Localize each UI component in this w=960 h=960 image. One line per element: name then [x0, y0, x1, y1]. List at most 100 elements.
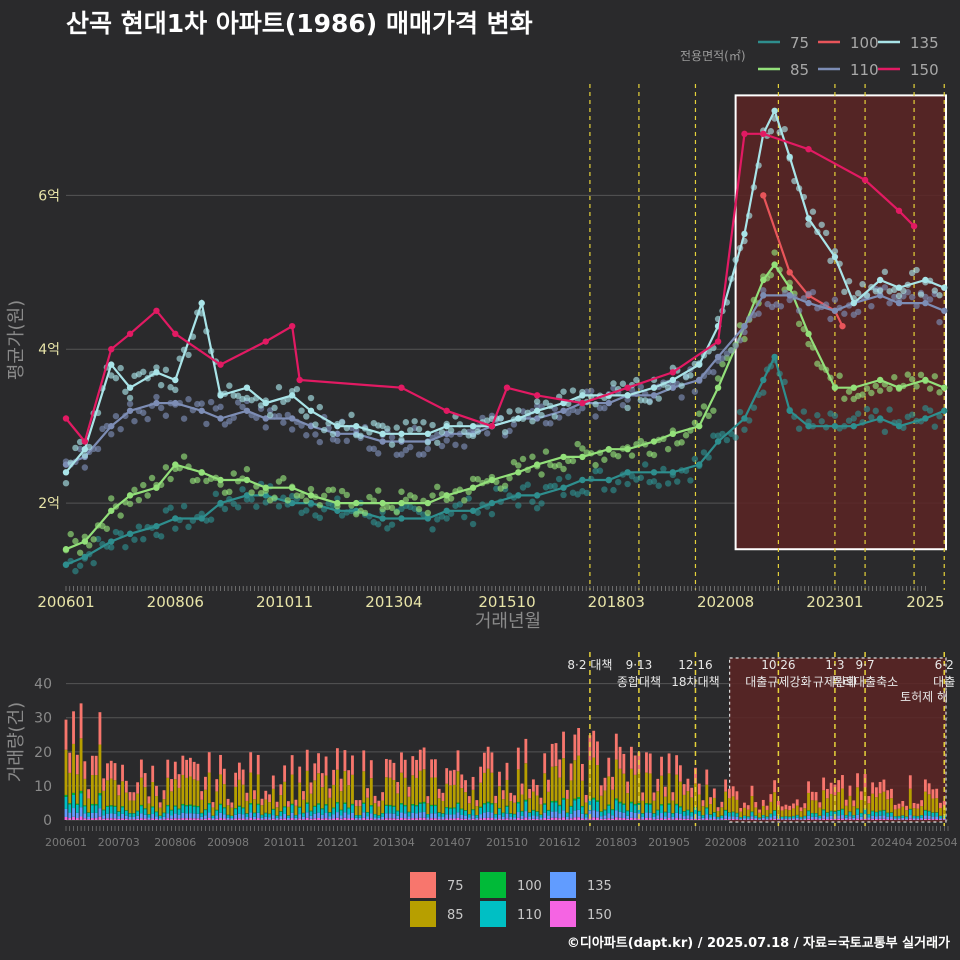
volume-bar	[207, 817, 211, 820]
series-point-135	[172, 376, 179, 384]
volume-bar	[302, 812, 305, 814]
scatter-point-75	[596, 467, 604, 474]
scatter-point-85	[555, 461, 563, 469]
volume-bar	[607, 757, 611, 777]
volume-bar	[241, 814, 245, 819]
volume-bar	[633, 805, 637, 813]
scatter-point-110	[221, 421, 229, 428]
scatter-point-135	[538, 411, 545, 419]
series-point-75	[741, 415, 748, 422]
volume-bar	[283, 807, 287, 814]
volume-bar	[351, 818, 354, 820]
scatter-point-135	[767, 128, 775, 135]
volume-bar	[75, 803, 79, 805]
volume-bar	[482, 812, 486, 818]
volume-bar	[622, 818, 626, 820]
scatter-point-135	[854, 290, 862, 297]
volume-bar	[94, 755, 98, 776]
volume-bar	[867, 819, 871, 820]
volume-bar	[712, 788, 716, 798]
scatter-point-75	[850, 415, 857, 422]
volume-bar	[837, 810, 841, 811]
scatter-point-85	[117, 512, 124, 519]
volume-bar	[249, 817, 253, 820]
volume-bar	[283, 806, 287, 808]
volume-bar	[784, 818, 788, 820]
volume-bar	[667, 753, 671, 774]
volume-bar	[335, 812, 339, 818]
scatter-point-135	[881, 268, 889, 276]
volume-bar	[490, 752, 494, 773]
scatter-point-75	[555, 475, 563, 483]
volume-bar	[882, 818, 886, 820]
volume-bar	[313, 806, 317, 814]
volume-bar	[139, 818, 143, 820]
scatter-point-75	[493, 485, 500, 492]
volume-bar	[520, 810, 524, 812]
volume-bar	[456, 750, 460, 772]
volume-bar	[479, 782, 483, 807]
volume-bar	[162, 819, 166, 820]
series-point-75	[771, 353, 778, 361]
volume-bar	[136, 810, 140, 812]
volume-bar	[204, 815, 207, 819]
volume-bar	[859, 791, 863, 800]
volume-bar	[641, 813, 645, 817]
volume-bar	[908, 815, 912, 819]
volume-bar	[173, 818, 177, 820]
scatter-point-85	[836, 372, 843, 379]
volume-bar	[411, 804, 415, 806]
series-point-75	[307, 499, 315, 507]
volume-bar	[143, 814, 147, 819]
volume-bar	[558, 759, 562, 778]
legend-label-100: 100	[850, 34, 879, 52]
volume-bar	[324, 813, 328, 819]
volume-bar	[735, 799, 739, 813]
volume-bar	[298, 807, 302, 815]
volume-bar	[102, 809, 106, 811]
volume-bar	[136, 793, 140, 811]
series-point-150	[443, 407, 450, 414]
volume-bar	[603, 777, 607, 791]
scatter-point-75	[434, 516, 441, 523]
series-point-135	[126, 384, 134, 391]
volume-bar	[735, 791, 739, 800]
scatter-point-75	[140, 536, 147, 543]
volume-bar	[422, 747, 426, 770]
volume-bar	[305, 749, 309, 771]
volume-bar	[347, 808, 351, 815]
scatter-point-85	[538, 471, 545, 478]
x-tick-label: 200806	[154, 836, 196, 849]
volume-bar	[143, 787, 147, 809]
scatter-point-110	[868, 302, 875, 310]
volume-bar	[283, 813, 287, 819]
volume-bar	[422, 817, 426, 820]
volume-bar	[486, 801, 490, 804]
volume-bar	[622, 773, 626, 804]
volume-bar	[554, 802, 558, 812]
volume-bar	[686, 818, 690, 820]
volume-bar	[596, 811, 599, 818]
volume-bar	[245, 792, 249, 801]
volume-bar	[494, 795, 498, 804]
volume-bar	[731, 812, 735, 817]
volume-bar	[844, 819, 848, 820]
volume-bar	[121, 813, 124, 819]
scatter-point-135	[805, 221, 812, 228]
series-point-85	[172, 461, 179, 468]
volume-bar	[98, 744, 102, 794]
volume-bar	[731, 786, 735, 797]
volume-bar	[449, 818, 452, 820]
volume-bar	[513, 814, 516, 818]
volume-bar	[690, 819, 694, 820]
volume-bar	[931, 812, 935, 817]
volume-bar	[188, 804, 192, 806]
policy-annotation: 10·26	[761, 658, 795, 672]
series-point-85	[922, 376, 929, 384]
volume-bar	[871, 818, 875, 820]
volume-bar	[433, 813, 437, 819]
volume-bar	[807, 792, 810, 811]
x-tick-label: 202504	[916, 836, 958, 849]
volume-bar	[795, 819, 799, 820]
volume-bar	[381, 819, 385, 820]
